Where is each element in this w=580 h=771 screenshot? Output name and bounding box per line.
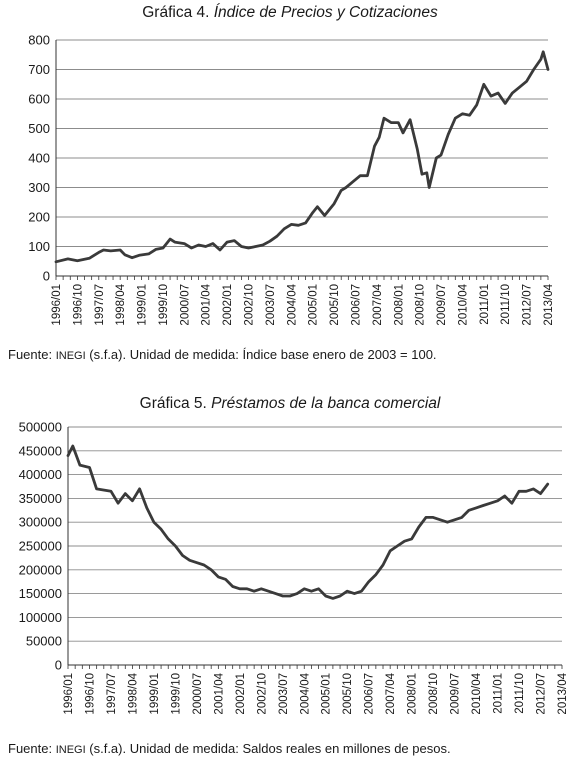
x-tick-label: 2005/10 [329,284,341,326]
source-prefix: Fuente: [8,741,56,756]
source-org: INEGI [55,350,86,362]
x-tick-label: 1996/01 [63,673,75,715]
y-tick-label: 700 [28,62,50,77]
x-tick-label: 2006/07 [350,284,362,326]
series-line [54,50,550,264]
chart-block-ipc: Gráfica 4. Índice de Precios y Cotizacio… [0,0,580,380]
x-tick-label: 2003/07 [265,284,277,326]
y-tick-label: 0 [43,269,50,284]
x-tick-label: 2010/04 [457,283,469,325]
chart-title-prefix: Gráfica 4. [142,4,210,21]
x-tick-label: 2011/01 [479,284,491,325]
x-tick-label: 2001/04 [213,672,225,714]
x-tick-label: 2013/04 [557,672,569,714]
x-tick-label: 2009/07 [436,284,448,326]
chart-title-prefix: Gráfica 5. [139,395,207,412]
y-tick-label: 500 [28,121,50,136]
y-tick-label: 500000 [19,422,62,435]
y-tick-label: 50000 [26,634,62,649]
chart-title-italic: Índice de Precios y Cotizaciones [213,4,438,21]
y-tick-label: 100 [28,239,50,254]
x-tick-label: 2013/04 [543,283,555,325]
x-tick-label: 2003/07 [278,673,290,715]
y-tick-label: 400 [28,151,50,166]
x-tick-label: 2005/10 [342,673,354,715]
x-tick-label: 2011/10 [500,284,512,325]
y-tick-label: 200000 [19,562,62,577]
x-tick-label: 1998/04 [127,672,139,714]
x-tick-label: 2008/01 [393,284,405,326]
x-tick-label: 2002/10 [256,673,268,715]
y-tick-label: 100000 [19,610,62,625]
y-tick-label: 250000 [19,539,62,554]
x-tick-label: 2001/04 [201,283,213,325]
x-tick-label: 2000/07 [179,284,191,326]
chart-title: Gráfica 4. Índice de Precios y Cotizacio… [0,4,580,22]
series-line [66,444,550,600]
x-tick-label: 2004/04 [286,283,298,325]
y-tick-label: 300 [28,180,50,195]
x-tick-label: 1997/07 [94,284,106,326]
source-org: INEGI [55,744,86,756]
x-tick-label: 1999/01 [137,284,149,326]
line-chart-ipc: 0 100 200 300 400 500 600 700 800 1996/01 1996/10 1… [28,33,555,326]
x-tick-label: 2012/07 [522,284,534,326]
x-tick-label: 1997/07 [106,673,118,715]
source-rest: (s.f.a). Unidad de medida: Índice base e… [85,347,437,362]
y-tick-label: 450000 [19,443,62,458]
chart-source-note: Fuente: INEGI (s.f.a). Unidad de medida:… [8,347,437,362]
x-tick-label: 1999/01 [149,673,161,715]
x-tick-label: 2002/10 [244,284,256,326]
x-tick-label: 2012/07 [536,673,548,715]
y-tick-label: 300000 [19,515,62,530]
x-tick-label: 2008/01 [407,673,419,715]
x-tick-label: 2007/04 [372,283,384,325]
x-tick-label: 2008/10 [428,673,440,715]
source-rest: (s.f.a). Unidad de medida: Saldos reales… [85,741,451,756]
x-tick-label: 2011/10 [514,673,526,714]
chart-title: Gráfica 5. Préstamos de la banca comerci… [0,395,580,413]
y-tick-label: 200 [28,210,50,225]
x-tick-label: 2010/04 [471,672,483,714]
line-chart-prestamos: 0 50000 100000 150000 200000 250000 300000 3500… [19,422,569,715]
y-tick-label: 400000 [19,467,62,482]
y-tick-label: 350000 [19,491,62,506]
y-tick-label: 600 [28,92,50,107]
x-tick-label: 2004/04 [299,672,311,714]
x-tick-label: 2006/07 [364,673,376,715]
x-tick-label: 1996/10 [72,284,84,326]
x-tick-label: 1996/10 [84,673,96,715]
x-tick-label: 2005/01 [321,673,333,715]
y-tick-label: 0 [55,658,62,673]
chart-block-prestamos: Gráfica 5. Préstamos de la banca comerci… [0,390,580,771]
chart-title-italic: Préstamos de la banca comercial [211,395,441,412]
y-tick-label: 800 [28,33,50,48]
x-tick-label: 2007/04 [385,672,397,714]
x-tick-label: 1999/10 [158,284,170,326]
x-tick-label: 2008/10 [415,284,427,326]
chart-source-note: Fuente: INEGI (s.f.a). Unidad de medida:… [8,741,451,756]
x-tick-label: 2011/01 [493,673,505,714]
x-tick-label: 1996/01 [51,284,63,326]
x-tick-label: 2002/01 [222,284,234,326]
x-tick-label: 1999/10 [170,673,182,715]
y-tick-label: 150000 [19,586,62,601]
x-tick-label: 2005/01 [308,284,320,326]
source-prefix: Fuente: [8,347,56,362]
x-tick-label: 2000/07 [192,673,204,715]
x-tick-label: 2009/07 [450,673,462,715]
x-tick-label: 2002/01 [235,673,247,715]
x-tick-label: 1998/04 [115,283,127,325]
